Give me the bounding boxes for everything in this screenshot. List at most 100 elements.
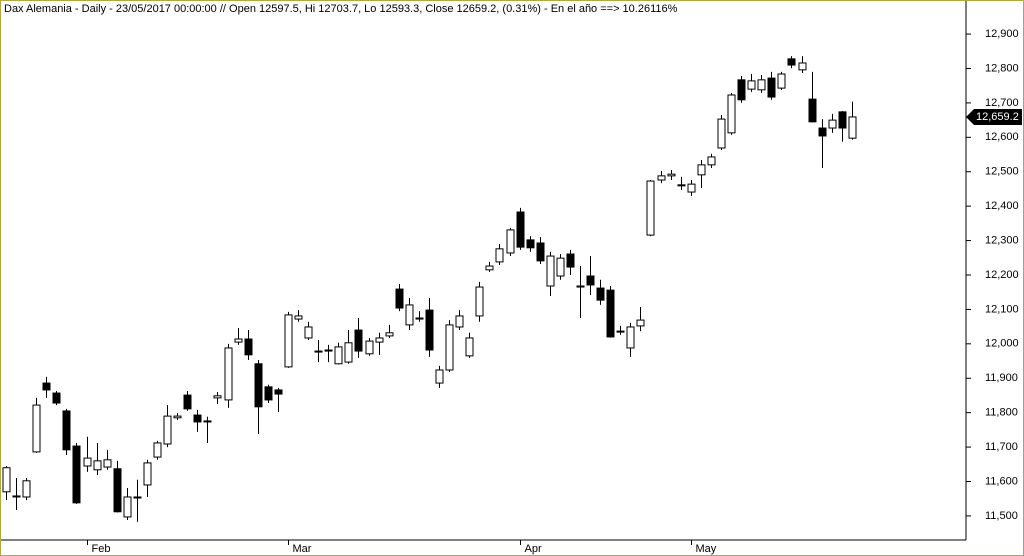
candle-body [375, 337, 384, 343]
candle-body [213, 395, 222, 399]
candle-body [828, 119, 837, 129]
y-tick-label: 12,900 [985, 28, 1019, 40]
candle-body [123, 496, 132, 518]
candle-body [475, 286, 484, 317]
candle-body [314, 350, 323, 353]
y-tick-label: 11,900 [985, 372, 1018, 384]
candle-body [113, 468, 122, 513]
candle-body [787, 58, 796, 66]
candle-body [2, 467, 11, 493]
candle-body [697, 164, 706, 176]
candle-body [636, 319, 645, 327]
candle-body [606, 289, 615, 338]
last-price-tag [966, 108, 1022, 125]
candle-body [324, 349, 333, 352]
candle-body [425, 309, 434, 351]
y-tick-label: 12,700 [985, 97, 1019, 109]
candle-body [435, 369, 444, 384]
candle-body [32, 404, 41, 453]
candle-body [667, 173, 676, 177]
candle-body [12, 495, 21, 498]
candle-body [516, 211, 525, 248]
y-tick-label: 11,500 [985, 510, 1018, 522]
candle-body [415, 317, 424, 320]
candle-body [244, 338, 253, 356]
x-tick-label: Apr [525, 543, 542, 555]
y-tick-label: 12,300 [985, 234, 1019, 246]
candle-body [203, 420, 212, 423]
candle-body [536, 242, 545, 262]
candle-body [646, 180, 655, 236]
candle-body [254, 363, 263, 408]
candle-body [173, 415, 182, 419]
candle-body [848, 116, 857, 139]
candle-body [143, 462, 152, 486]
x-tick-label: Feb [92, 543, 111, 555]
candle-body [62, 410, 71, 451]
candle-body [687, 183, 696, 193]
candle-body [163, 415, 172, 445]
y-tick-label: 11,800 [985, 407, 1018, 419]
candle-body [385, 332, 394, 337]
candle-body [566, 253, 575, 268]
candle-body [224, 347, 233, 401]
x-tick-label: Mar [293, 543, 312, 555]
candle-body [767, 77, 776, 98]
candle-body [485, 265, 494, 271]
candle-body [405, 304, 414, 326]
chart-title: Dax Alemania - Daily - 23/05/2017 00:00:… [4, 3, 678, 15]
candle-body [344, 342, 353, 363]
candle-body [445, 324, 454, 371]
candle-body [677, 184, 686, 187]
candle-body [777, 73, 786, 89]
candle-body [274, 389, 283, 395]
last-price-label: 12,659.2 [976, 111, 1019, 123]
candle-body [455, 315, 464, 328]
y-tick-label: 12,000 [985, 338, 1019, 350]
y-tick-label: 12,800 [985, 62, 1019, 74]
candle-body [737, 79, 746, 101]
candle-body [556, 257, 565, 277]
candle-body [22, 480, 31, 498]
candle-body [657, 175, 666, 181]
candle-body [798, 62, 807, 71]
candle-body [616, 330, 625, 333]
candle-body [596, 287, 605, 301]
candle-body [52, 392, 61, 404]
candle-body [354, 329, 363, 352]
candle-body [727, 94, 736, 134]
candle-body [808, 98, 817, 123]
candle-body [83, 457, 92, 467]
candle-body [747, 80, 756, 90]
candle-body [153, 442, 162, 458]
candle-body [93, 460, 102, 471]
candle-body [304, 326, 313, 339]
candle-body [707, 156, 716, 166]
candle-body [264, 386, 273, 401]
candle-body [626, 326, 635, 349]
candle-body [465, 337, 474, 357]
candle-body [838, 111, 847, 129]
candle-body [506, 229, 515, 254]
candle-body [42, 382, 51, 391]
candle-body [586, 275, 595, 286]
y-tick-label: 12,600 [985, 131, 1019, 143]
candle-body [133, 496, 142, 499]
y-tick-label: 11,600 [985, 475, 1018, 487]
candle-body [546, 255, 555, 287]
candle-body [576, 285, 585, 288]
candle-body [284, 314, 293, 368]
candle-body [495, 248, 504, 263]
candle-body [757, 79, 766, 91]
x-tick-label: May [696, 543, 717, 555]
candle-body [234, 338, 243, 343]
y-tick-label: 12,400 [985, 200, 1019, 212]
candle-body [334, 346, 343, 365]
candle-body [294, 315, 303, 320]
candle-body [72, 445, 81, 504]
candle-body [717, 118, 726, 149]
candle-body [818, 127, 827, 137]
